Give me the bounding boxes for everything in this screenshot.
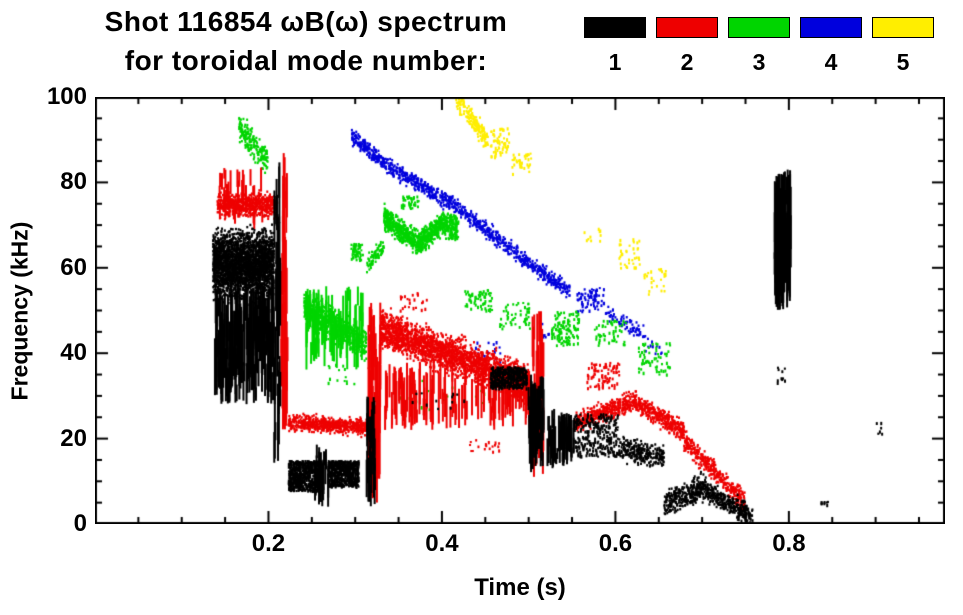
chart-title-line2: for toroidal mode number: [124, 45, 488, 76]
y-tick-label-20: 20 [60, 424, 87, 452]
legend [584, 17, 934, 38]
legend-swatch-mode4 [800, 17, 862, 38]
legend-swatch-mode3 [728, 17, 790, 38]
legend-swatch-mode2 [656, 17, 718, 38]
y-axis-label: Frequency (kHz) [6, 221, 33, 401]
legend-labels: 1 2 3 4 5 [584, 49, 934, 76]
y-tick-label-40: 40 [60, 339, 87, 367]
y-tick-label-100: 100 [46, 83, 87, 110]
y-tick-label-0: 0 [73, 510, 87, 537]
x-axis-label: Time (s) [474, 574, 566, 601]
legend-swatch-mode1 [584, 17, 646, 38]
y-tick-label-80: 80 [60, 168, 87, 196]
legend-label-mode4: 4 [824, 49, 838, 75]
x-tick-label-0.2: 0.2 [251, 530, 286, 557]
x-tick-label-0.6: 0.6 [598, 530, 633, 557]
legend-label-mode5: 5 [896, 49, 910, 75]
legend-label-mode1: 1 [608, 49, 622, 75]
y-tick-label-60: 60 [60, 253, 87, 281]
x-tick-label-0.8: 0.8 [772, 530, 806, 557]
legend-label-mode3: 3 [752, 49, 766, 75]
legend-swatch-mode5 [872, 17, 934, 38]
spectrogram-canvas [95, 97, 945, 524]
legend-label-mode2: 2 [680, 49, 694, 75]
x-tick-label-0.4: 0.4 [425, 530, 459, 557]
chart-title-line1: Shot 116854 ωB(ω) spectrum [104, 6, 508, 37]
